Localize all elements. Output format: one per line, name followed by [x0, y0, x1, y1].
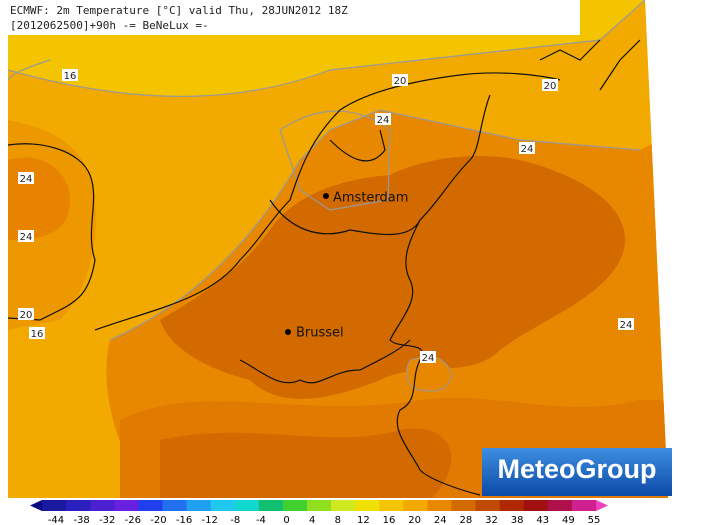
city-label: Amsterdam [333, 191, 408, 206]
colorbar-segment [379, 500, 404, 511]
colorbar-label: -8 [230, 515, 240, 525]
colorbar-segment [162, 500, 188, 511]
coast-uk [8, 143, 96, 321]
contour-label-box [375, 113, 391, 125]
contour-label-box [18, 230, 34, 242]
city-dot [285, 329, 291, 335]
border-be-fr [239, 339, 411, 384]
contour-label: 20 [394, 76, 407, 87]
colorbar-segment [210, 500, 236, 511]
colorbar-label: -44 [48, 515, 64, 525]
logo-box [482, 448, 672, 496]
contour-label-box [519, 142, 535, 154]
colorbar-segment [306, 500, 332, 511]
colorbar-segment [523, 500, 549, 511]
colorbar-segment [475, 500, 501, 511]
colorbar-label: -4 [256, 515, 266, 525]
colorbar-label: -12 [202, 515, 218, 525]
colorbar-label: 28 [460, 515, 473, 525]
isotherm [8, 59, 51, 81]
colorbar-label: -32 [99, 515, 115, 525]
colorbar-segment [547, 500, 573, 511]
subtitle: [2012062500]+90h -= BeNeLux =- [10, 19, 209, 32]
contour-label: 24 [377, 115, 390, 126]
contour-label: 24 [20, 174, 33, 185]
colorbar-segment [451, 500, 477, 511]
colorbar-label: -16 [176, 515, 192, 525]
temperature-field [8, 0, 668, 498]
colorbar-segment [499, 500, 525, 511]
contour-label: 20 [20, 310, 33, 321]
colorbar-segment [403, 500, 428, 511]
colorbar-label: 55 [588, 515, 601, 525]
colorbar: -44 -38 -32 -26 -20 -16 -12 -8 -4 0 4 8 12 16 20 24 28 32… [30, 500, 608, 525]
contour-labels: 16 20 20 24 24 24 24 20 16 24 24 [18, 69, 634, 364]
colorbar-segment [66, 500, 91, 511]
contour-label-box [392, 74, 408, 86]
colorbar-label: 24 [434, 515, 447, 525]
contour-label-box [542, 79, 558, 91]
colorbar-label: 32 [485, 515, 498, 525]
colorbar-label: 16 [383, 515, 396, 525]
zone-28-south2 [160, 428, 452, 498]
colorbar-segment [571, 500, 597, 511]
colorbar-label: 20 [408, 515, 421, 525]
colorbar-label: 8 [335, 515, 341, 525]
zone-28 [160, 155, 626, 399]
title: ECMWF: 2m Temperature [°C] valid Thu, 28… [10, 4, 348, 17]
colorbar-end [596, 500, 608, 511]
colorbar-label: 38 [511, 515, 524, 525]
isotherm [405, 354, 452, 392]
contour-label: 16 [31, 329, 44, 340]
colorbar-label: -20 [150, 515, 166, 525]
contour-label: 24 [20, 232, 33, 243]
colorbar-label: 12 [357, 515, 370, 525]
contour-label: 16 [64, 71, 77, 82]
coast-dk [539, 39, 641, 91]
contour-label-box [18, 308, 34, 320]
contour-label-box [420, 351, 436, 363]
border-nl-be [269, 199, 421, 235]
isotherm [279, 110, 391, 211]
coast-benelux [94, 72, 561, 331]
contour-label-box [29, 327, 45, 339]
contour-label: 24 [422, 353, 435, 364]
colorbar-segment [331, 500, 356, 511]
colorbar-segment [186, 500, 212, 511]
colorbar-segment [114, 500, 139, 511]
contour-label-box [62, 69, 78, 81]
title-box [8, 0, 580, 35]
colorbar-segment [234, 500, 260, 511]
isotherm [109, 109, 641, 341]
colorbar-end [30, 500, 42, 511]
colorbar-segment [355, 500, 380, 511]
colorbar-segment [282, 500, 308, 511]
contour-label: 24 [620, 320, 633, 331]
colorbar-segment [258, 500, 284, 511]
isotherm [8, 0, 646, 97]
city-dot [323, 193, 329, 199]
colorbar-label: 4 [309, 515, 315, 525]
colorbar-label: -38 [73, 515, 89, 525]
colorbar-label: 43 [536, 515, 549, 525]
colorbar-segment [138, 500, 163, 511]
contour-label: 20 [544, 81, 557, 92]
contour-label-box [18, 172, 34, 184]
contour-label: 24 [521, 144, 534, 155]
ijsselmeer [329, 129, 386, 162]
colorbar-label: 49 [562, 515, 575, 525]
border-de [389, 94, 491, 496]
colorbar-segment [90, 500, 115, 511]
colorbar-label: -26 [125, 515, 141, 525]
city-label: Brussel [296, 326, 344, 341]
contour-label-box [618, 318, 634, 330]
logo: MeteoGroup [498, 454, 657, 484]
coastlines-borders [8, 39, 641, 496]
colorbar-segment [42, 500, 67, 511]
colorbar-label: 0 [283, 515, 289, 525]
colorbar-segment [427, 500, 452, 511]
